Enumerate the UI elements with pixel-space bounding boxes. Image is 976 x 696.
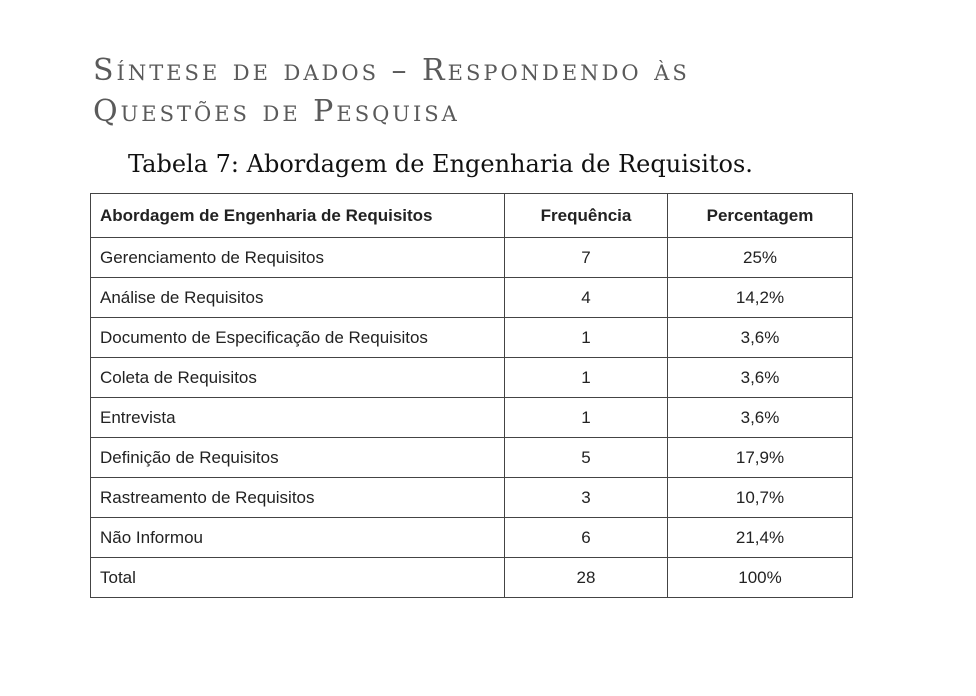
table-row: Coleta de Requisitos 1 3,6% <box>90 357 853 398</box>
table-row: Entrevista 1 3,6% <box>90 397 853 438</box>
cell-percentage: 25% <box>667 237 853 278</box>
cell-approach: Definição de Requisitos <box>90 437 505 478</box>
cell-frequency: 28 <box>504 557 668 598</box>
table-row: Não Informou 6 21,4% <box>90 517 853 558</box>
cell-frequency: 5 <box>504 437 668 478</box>
cell-approach: Coleta de Requisitos <box>90 357 505 398</box>
cell-approach: Documento de Especificação de Requisitos <box>90 317 505 358</box>
table-row: Documento de Especificação de Requisitos… <box>90 317 853 358</box>
header-approach: Abordagem de Engenharia de Requisitos <box>90 193 505 238</box>
slide-title-line-2: Questões de Pesquisa <box>93 94 460 129</box>
slide-title: Síntese de dados – Respondendo às Questõ… <box>93 50 933 132</box>
table-row: Gerenciamento de Requisitos 7 25% <box>90 237 853 278</box>
cell-percentage: 3,6% <box>667 317 853 358</box>
table-total-row: Total 28 100% <box>90 557 853 598</box>
header-frequency: Frequência <box>504 193 668 238</box>
cell-percentage: 21,4% <box>667 517 853 558</box>
cell-approach: Não Informou <box>90 517 505 558</box>
cell-frequency: 7 <box>504 237 668 278</box>
cell-percentage: 100% <box>667 557 853 598</box>
cell-percentage: 14,2% <box>667 277 853 318</box>
cell-frequency: 1 <box>504 397 668 438</box>
cell-percentage: 3,6% <box>667 357 853 398</box>
cell-approach: Análise de Requisitos <box>90 277 505 318</box>
table-caption: Tabela 7: Abordagem de Engenharia de Req… <box>128 150 753 178</box>
cell-percentage: 3,6% <box>667 397 853 438</box>
table-row: Definição de Requisitos 5 17,9% <box>90 437 853 478</box>
cell-percentage: 10,7% <box>667 477 853 518</box>
cell-approach: Total <box>90 557 505 598</box>
table-row: Análise de Requisitos 4 14,2% <box>90 277 853 318</box>
cell-approach: Rastreamento de Requisitos <box>90 477 505 518</box>
cell-approach: Entrevista <box>90 397 505 438</box>
requirements-approach-table: Abordagem de Engenharia de Requisitos Fr… <box>90 193 853 598</box>
cell-frequency: 6 <box>504 517 668 558</box>
cell-percentage: 17,9% <box>667 437 853 478</box>
table-row: Rastreamento de Requisitos 3 10,7% <box>90 477 853 518</box>
cell-frequency: 1 <box>504 317 668 358</box>
cell-frequency: 4 <box>504 277 668 318</box>
slide-title-line-1: Síntese de dados – Respondendo às <box>93 53 690 88</box>
header-percentage: Percentagem <box>667 193 853 238</box>
cell-approach: Gerenciamento de Requisitos <box>90 237 505 278</box>
cell-frequency: 3 <box>504 477 668 518</box>
table-header-row: Abordagem de Engenharia de Requisitos Fr… <box>90 193 853 238</box>
cell-frequency: 1 <box>504 357 668 398</box>
